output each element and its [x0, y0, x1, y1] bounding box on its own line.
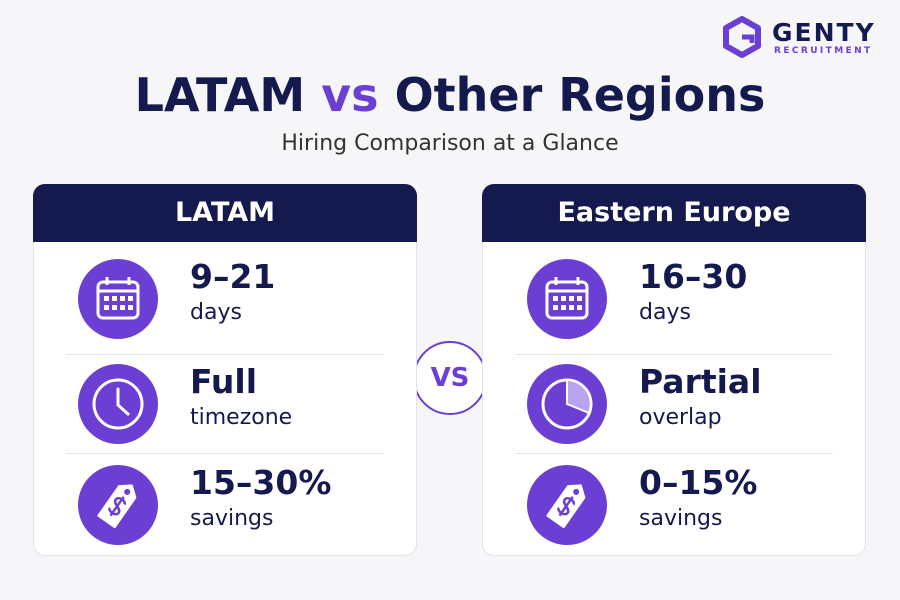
card: Eastern Europe 16–30 days Partial overlap 0–1…: [482, 184, 866, 556]
title-left: LATAM: [134, 68, 306, 122]
row-label: savings: [639, 506, 723, 531]
row-icon: [527, 363, 607, 444]
card-row: 0–15% savings: [483, 453, 865, 557]
subtitle: Hiring Comparison at a Glance: [281, 131, 619, 156]
divider: [66, 354, 384, 355]
card-row: Full timezone: [34, 354, 416, 453]
row-icon: [78, 465, 158, 545]
divider: [66, 453, 384, 454]
row-label: timezone: [190, 404, 293, 430]
row-icon: [78, 258, 158, 339]
row-value: 0–15%: [639, 463, 758, 502]
card-header: Eastern Europe: [482, 184, 866, 242]
title-right: Other Regions: [394, 68, 766, 122]
divider: [515, 453, 833, 454]
row-icon: [527, 258, 607, 339]
row-icon: [78, 363, 158, 444]
card-row: 9–21 days: [34, 243, 416, 354]
row-label: overlap: [639, 404, 722, 430]
card-row: Partial overlap: [483, 354, 865, 453]
title: LATAM vs Other Regions: [0, 68, 900, 122]
brand-tagline: RECRUITMENT: [774, 46, 873, 56]
title-middle: vs: [321, 68, 379, 122]
row-label: savings: [190, 506, 274, 531]
row-label: days: [639, 299, 691, 325]
row-value: Partial: [639, 361, 762, 401]
row-value: 15–30%: [190, 463, 332, 502]
card-header: LATAM: [33, 184, 417, 242]
row-value: 9–21: [190, 256, 276, 296]
row-icon: [527, 465, 607, 545]
logo-icon: [723, 16, 761, 58]
row-value: 16–30: [639, 256, 748, 296]
row-value: Full: [190, 361, 258, 401]
vs-badge: VS: [413, 341, 487, 415]
card-row: 15–30% savings: [34, 453, 416, 557]
card-row: 16–30 days: [483, 243, 865, 354]
divider: [515, 354, 833, 355]
brand-name: GENTY: [772, 18, 876, 47]
card: LATAM 9–21 days Full timezone 15–30% savings: [33, 184, 417, 556]
row-label: days: [190, 299, 242, 325]
